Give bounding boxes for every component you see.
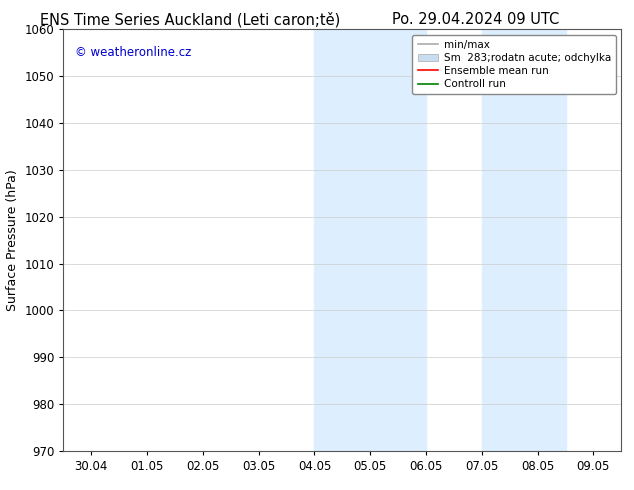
Text: Po. 29.04.2024 09 UTC: Po. 29.04.2024 09 UTC xyxy=(392,12,559,27)
Text: © weatheronline.cz: © weatheronline.cz xyxy=(75,46,191,59)
Legend: min/max, Sm  283;rodatn acute; odchylka, Ensemble mean run, Controll run: min/max, Sm 283;rodatn acute; odchylka, … xyxy=(412,35,616,95)
Y-axis label: Surface Pressure (hPa): Surface Pressure (hPa) xyxy=(6,169,19,311)
Bar xyxy=(314,29,426,451)
Text: ENS Time Series Auckland (Leti caron;tě): ENS Time Series Auckland (Leti caron;tě) xyxy=(40,12,340,28)
Bar xyxy=(482,29,566,451)
